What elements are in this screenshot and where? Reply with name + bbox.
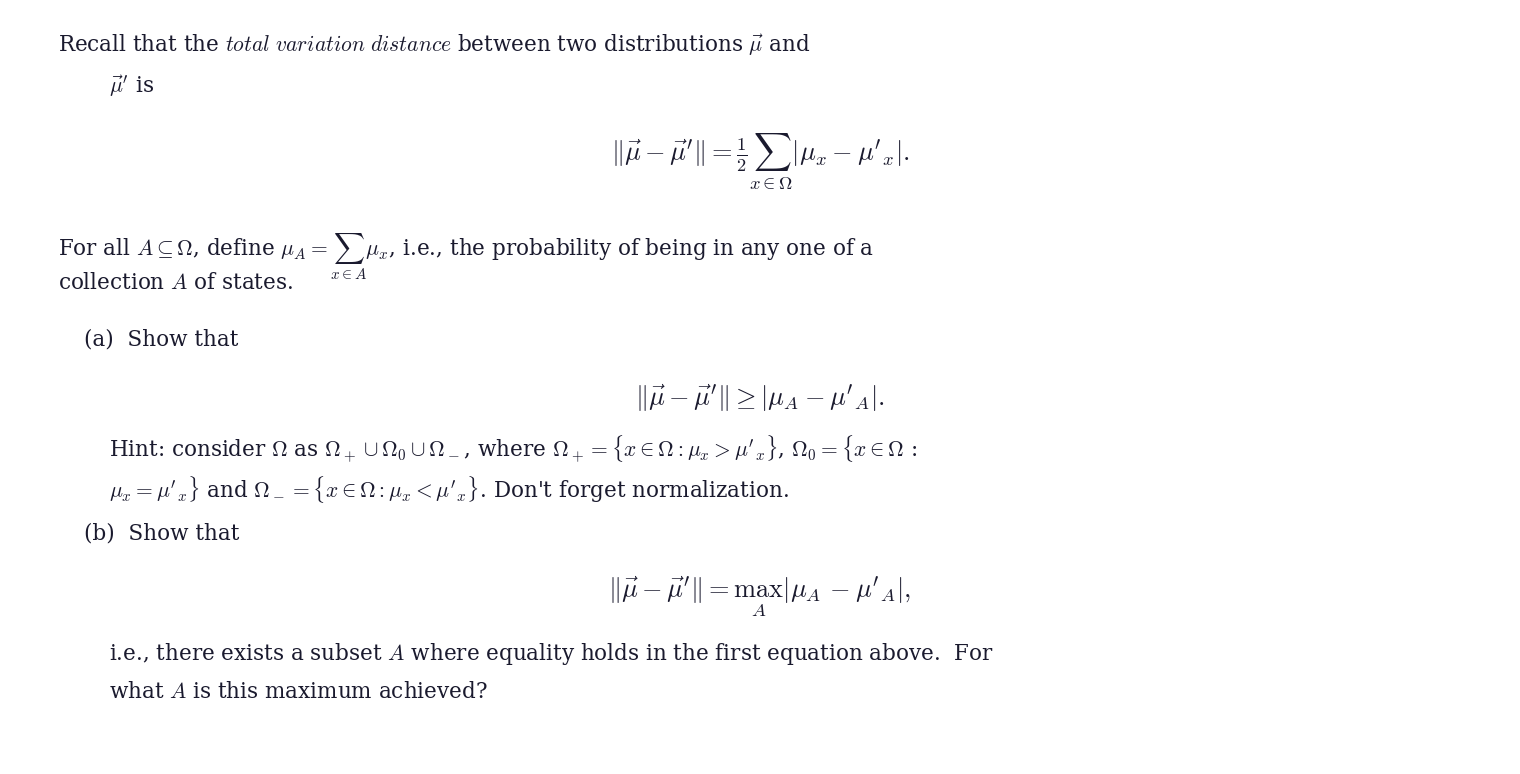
Text: what $A$ is this maximum achieved?: what $A$ is this maximum achieved?: [109, 681, 488, 703]
Text: $\vec{\mu}'$ is: $\vec{\mu}'$ is: [109, 74, 155, 99]
Text: Hint: consider $\Omega$ as $\Omega_+ \cup \Omega_0 \cup \Omega_-$, where $\Omega: Hint: consider $\Omega$ as $\Omega_+ \cu…: [109, 433, 918, 464]
Text: collection $A$ of states.: collection $A$ of states.: [58, 272, 293, 294]
Text: $\mu_x = \mu'_x\}$ and $\Omega_- = \{x \in \Omega : \mu_x < \mu'_x\}$. Don't for: $\mu_x = \mu'_x\}$ and $\Omega_- = \{x \…: [109, 474, 789, 505]
Text: $\|\vec{\mu} - \vec{\mu}'\| \geq |\mu_A - \mu'_A|.$: $\|\vec{\mu} - \vec{\mu}'\| \geq |\mu_A …: [635, 383, 885, 414]
Text: (b)  Show that: (b) Show that: [84, 522, 239, 544]
Text: $\|\vec{\mu} - \vec{\mu}'\| = \frac{1}{2}\sum_{x \in \Omega}|\mu_x - \mu'_x|.$: $\|\vec{\mu} - \vec{\mu}'\| = \frac{1}{2…: [611, 132, 909, 191]
Text: Recall that the $\mathit{total\ variation\ distance}$ between two distributions : Recall that the $\mathit{total\ variatio…: [58, 33, 810, 58]
Text: For all $A \subseteq \Omega$, define $\mu_A = \sum_{x \in A} \mu_x$, i.e., the p: For all $A \subseteq \Omega$, define $\m…: [58, 232, 874, 283]
Text: (a)  Show that: (a) Show that: [84, 329, 239, 351]
Text: i.e., there exists a subset $A$ where equality holds in the first equation above: i.e., there exists a subset $A$ where eq…: [109, 641, 994, 667]
Text: $\|\vec{\mu} - \vec{\mu}'\| = \max_A |\mu_A - \mu'_A|,$: $\|\vec{\mu} - \vec{\mu}'\| = \max_A |\m…: [608, 574, 912, 618]
